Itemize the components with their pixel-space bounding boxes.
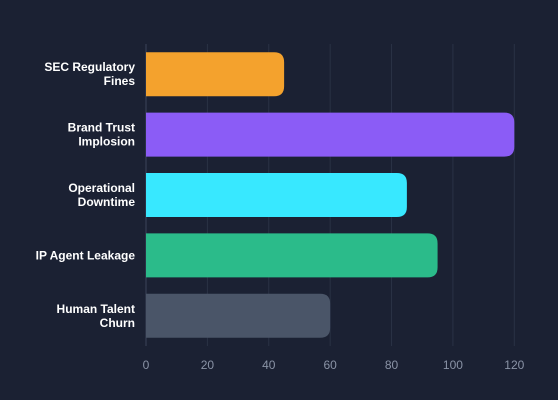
x-tick-label: 20 xyxy=(201,358,215,372)
x-axis-tick-labels: 0 20 40 60 80 100 120 xyxy=(143,358,525,372)
x-tick-label: 120 xyxy=(504,358,524,372)
bar[interactable] xyxy=(146,293,331,338)
x-tick-label: 60 xyxy=(323,358,337,372)
x-tick-label: 80 xyxy=(385,358,399,372)
bar[interactable] xyxy=(146,52,285,97)
bar[interactable] xyxy=(146,112,515,157)
category-labels: SEC Regulatory Fines Brand Trust Implosion O… xyxy=(36,60,136,330)
chart-bars xyxy=(146,52,515,338)
category-label: IP Agent Leakage xyxy=(36,248,136,262)
x-tick-label: 0 xyxy=(143,358,150,372)
category-label: Operational Downtime xyxy=(68,181,135,209)
x-tick-label: 40 xyxy=(262,358,276,372)
category-label: Human Talent Churn xyxy=(57,302,135,330)
bar[interactable] xyxy=(146,173,407,217)
x-tick-label: 100 xyxy=(443,358,463,372)
category-label: Brand Trust Implosion xyxy=(68,121,135,149)
bar[interactable] xyxy=(146,233,438,278)
category-label: SEC Regulatory Fines xyxy=(44,60,135,88)
